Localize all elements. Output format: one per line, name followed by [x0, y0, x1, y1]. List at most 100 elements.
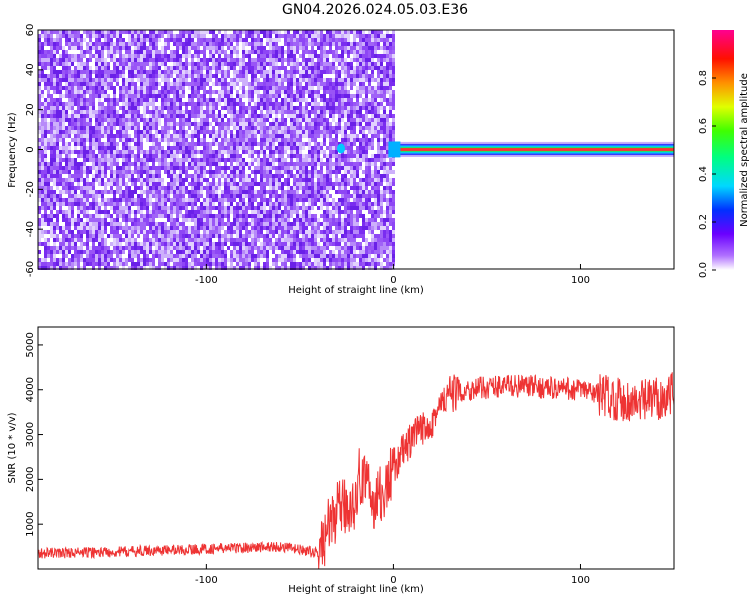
heatmap-cell: [173, 158, 176, 162]
heatmap-cell: [146, 162, 149, 166]
heatmap-cell: [101, 262, 104, 266]
heatmap-cell: [134, 198, 137, 202]
heatmap-cell: [257, 246, 260, 250]
heatmap-cell: [128, 178, 131, 182]
heatmap-cell: [62, 142, 65, 146]
heatmap-cell: [161, 158, 164, 162]
heatmap-cell: [197, 150, 200, 154]
heatmap-cell: [53, 246, 56, 250]
heatmap-cell: [80, 234, 83, 238]
heatmap-cell: [134, 82, 137, 86]
heatmap-cell: [275, 130, 278, 134]
heatmap-cell: [221, 134, 224, 138]
heatmap-cell: [236, 106, 239, 110]
heatmap-cell: [152, 174, 155, 178]
heatmap-cell: [269, 46, 272, 50]
heatmap-cell: [197, 250, 200, 254]
heatmap-cell: [38, 154, 41, 158]
heatmap-cell: [230, 46, 233, 50]
heatmap-cell: [134, 138, 137, 142]
heatmap-cell: [224, 122, 227, 126]
heatmap-cell: [173, 122, 176, 126]
heatmap-cell: [254, 90, 257, 94]
heatmap-cell: [233, 126, 236, 130]
heatmap-cell: [269, 226, 272, 230]
heatmap-cell: [104, 166, 107, 170]
heatmap-cell: [80, 166, 83, 170]
heatmap-cell: [47, 158, 50, 162]
heatmap-cell: [209, 146, 212, 150]
heatmap-cell: [251, 154, 254, 158]
heatmap-cell: [137, 98, 140, 102]
heatmap-cell: [158, 118, 161, 122]
heatmap-cell: [56, 210, 59, 214]
heatmap-cell: [239, 126, 242, 130]
heatmap-cell: [122, 70, 125, 74]
heatmap-cell: [224, 78, 227, 82]
heatmap-cell: [89, 42, 92, 46]
heatmap-cell: [104, 142, 107, 146]
heatmap-cell: [167, 262, 170, 266]
heatmap-cell: [206, 54, 209, 58]
heatmap-cell: [203, 126, 206, 130]
heatmap-cell: [152, 82, 155, 86]
heatmap-cell: [200, 66, 203, 70]
heatmap-cell: [104, 254, 107, 258]
heatmap-cell: [41, 82, 44, 86]
heatmap-cell: [146, 46, 149, 50]
heatmap-cell: [65, 34, 68, 38]
heatmap-cell: [233, 206, 236, 210]
heatmap-cell: [50, 158, 53, 162]
heatmap-cell: [38, 42, 41, 46]
heatmap-cell: [155, 86, 158, 90]
heatmap-cell: [74, 130, 77, 134]
heatmap-cell: [98, 202, 101, 206]
heatmap-cell: [257, 254, 260, 258]
heatmap-cell: [167, 154, 170, 158]
heatmap-cell: [170, 266, 173, 270]
heatmap-cell: [128, 150, 131, 154]
heatmap-cell: [59, 170, 62, 174]
heatmap-cell: [221, 226, 224, 230]
heatmap-cell: [209, 114, 212, 118]
heatmap-cell: [275, 234, 278, 238]
heatmap-cell: [155, 222, 158, 226]
heatmap-cell: [158, 234, 161, 238]
heatmap-cell: [47, 166, 50, 170]
heatmap-cell: [98, 146, 101, 150]
heatmap-cell: [125, 90, 128, 94]
heatmap-cell: [128, 186, 131, 190]
heatmap-cell: [59, 222, 62, 226]
heatmap-cell: [80, 150, 83, 154]
heatmap-cell: [53, 58, 56, 62]
heatmap-cell: [206, 130, 209, 134]
heatmap-cell: [272, 70, 275, 74]
heatmap-cell: [119, 258, 122, 262]
heatmap-cell: [41, 214, 44, 218]
heatmap-cell: [173, 86, 176, 90]
heatmap-cell: [74, 190, 77, 194]
heatmap-cell: [71, 206, 74, 210]
heatmap-cell: [113, 38, 116, 42]
heatmap-cell: [242, 202, 245, 206]
heatmap-cell: [266, 226, 269, 230]
heatmap-cell: [245, 110, 248, 114]
heatmap-cell: [212, 74, 215, 78]
heatmap-cell: [233, 106, 236, 110]
heatmap-cell: [170, 190, 173, 194]
heatmap-cell: [221, 82, 224, 86]
heatmap-cell: [263, 174, 266, 178]
heatmap-cell: [62, 158, 65, 162]
heatmap-cell: [86, 162, 89, 166]
heatmap-cell: [104, 226, 107, 230]
heatmap-cell: [275, 230, 278, 234]
heatmap-cell: [263, 38, 266, 42]
heatmap-cell: [89, 110, 92, 114]
heatmap-cell: [41, 142, 44, 146]
heatmap-cell: [212, 62, 215, 66]
heatmap-cell: [218, 130, 221, 134]
heatmap-cell: [104, 230, 107, 234]
heatmap-cell: [257, 226, 260, 230]
heatmap-cell: [77, 266, 80, 270]
heatmap-cell: [200, 102, 203, 106]
